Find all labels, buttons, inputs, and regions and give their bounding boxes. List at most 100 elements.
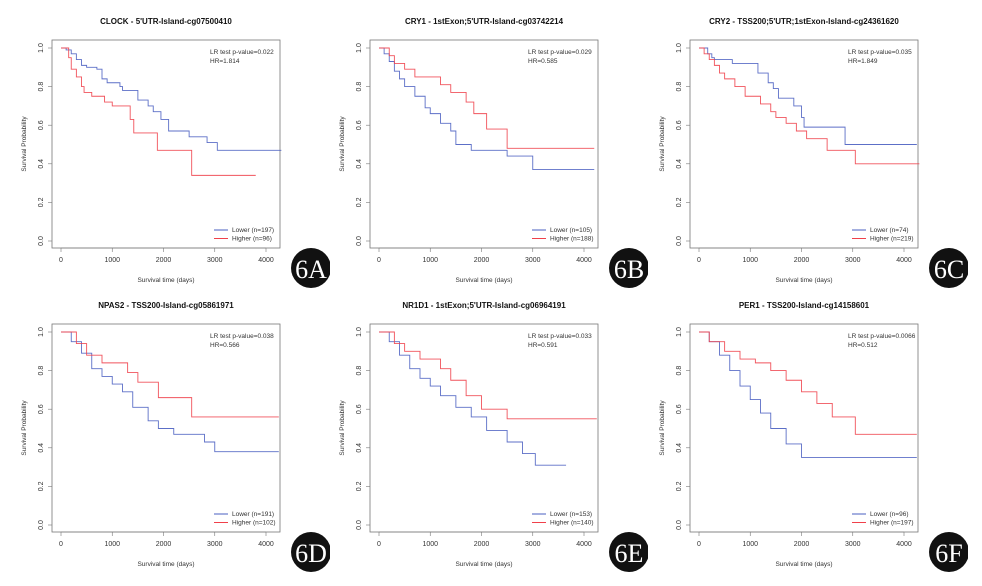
survival-curve-higher: [699, 47, 920, 165]
hazard-ratio: HR=0.585: [528, 58, 558, 65]
plot-frame: [369, 39, 599, 249]
x-tick-label: 4000: [896, 541, 912, 548]
panel-label: 6C: [934, 255, 964, 284]
lr-test-pvalue: LR test p-value=0.022: [210, 49, 274, 56]
x-tick-label: 4000: [576, 541, 592, 548]
y-tick-label: 0.6: [676, 120, 683, 130]
x-tick-label: 0: [59, 541, 63, 548]
lr-test-pvalue: LR test p-value=0.0066: [848, 333, 916, 340]
hazard-ratio: HR=0.512: [848, 342, 878, 349]
y-tick-label: 0.4: [356, 159, 363, 169]
y-tick-label: 0.2: [356, 197, 363, 207]
x-tick-label: 0: [697, 257, 701, 264]
survival-curve-higher: [699, 331, 917, 435]
panel-label: 6F: [935, 539, 962, 568]
y-tick-label: 0.0: [356, 520, 363, 530]
km-chart: CRY1 - 1stExon;5'UTR-Island-cg03742214 0 1…: [339, 17, 649, 288]
x-tick-label: 3000: [525, 541, 541, 548]
survival-curve-lower: [699, 331, 917, 458]
y-tick-label: 0.4: [356, 443, 363, 453]
chart-title: CRY2 - TSS200;5'UTR;1stExon-Island-cg243…: [709, 17, 899, 26]
y-tick-label: 0.8: [38, 82, 45, 92]
x-axis-label: Survival time (days): [137, 561, 194, 568]
legend-label: Lower (n=105): [550, 227, 592, 234]
y-tick-label: 0.6: [356, 404, 363, 414]
legend-label: Higher (n=96): [232, 236, 272, 243]
km-panel-6E: NR1D1 - 1stExon;5'UTR-Island-cg06964191 0…: [318, 284, 649, 574]
y-axis-label: Survival Probability: [21, 400, 28, 456]
km-chart: NR1D1 - 1stExon;5'UTR-Island-cg06964191 0…: [339, 301, 649, 572]
x-tick-label: 2000: [474, 257, 490, 264]
x-tick-label: 0: [697, 541, 701, 548]
lr-test-pvalue: LR test p-value=0.038: [210, 333, 274, 340]
y-axis-label: Survival Probability: [21, 116, 28, 172]
panel-badge: [929, 532, 969, 572]
y-tick-label: 0.2: [676, 197, 683, 207]
y-axis-label: Survival Probability: [659, 116, 666, 172]
x-axis-label: Survival time (days): [775, 277, 832, 284]
hazard-ratio: HR=1.849: [848, 58, 878, 65]
x-tick-label: 3000: [845, 257, 861, 264]
x-tick-label: 0: [377, 257, 381, 264]
x-axis-label: Survival time (days): [455, 561, 512, 568]
panel-badge: [609, 532, 649, 572]
x-tick-label: 2000: [156, 541, 172, 548]
legend-label: Higher (n=102): [232, 520, 276, 527]
chart-title: CLOCK - 5'UTR-Island-cg07500410: [100, 17, 232, 26]
survival-curve-higher: [379, 331, 597, 420]
lr-test-pvalue: LR test p-value=0.033: [528, 333, 592, 340]
legend-label: Lower (n=96): [870, 511, 908, 518]
survival-curve-lower: [61, 47, 282, 151]
y-tick-label: 0.6: [676, 404, 683, 414]
y-tick-label: 1.0: [38, 43, 45, 53]
chart-title: PER1 - TSS200-Island-cg14158601: [739, 301, 870, 310]
km-chart: CLOCK - 5'UTR-Island-cg07500410 0 1000 2000…: [21, 17, 331, 288]
legend-label: Lower (n=153): [550, 511, 592, 518]
x-tick-label: 0: [377, 541, 381, 548]
y-tick-label: 0.0: [676, 236, 683, 246]
x-tick-label: 1000: [742, 541, 758, 548]
legend-label: Lower (n=74): [870, 227, 908, 234]
x-tick-label: 3000: [845, 541, 861, 548]
survival-curve-lower: [61, 331, 279, 453]
plot-frame: [51, 39, 281, 249]
y-tick-label: 0.6: [38, 120, 45, 130]
km-chart: NPAS2 - TSS200-Island-cg05861971 0 1000 200…: [21, 301, 331, 572]
hazard-ratio: HR=0.566: [210, 342, 240, 349]
x-tick-label: 0: [59, 257, 63, 264]
x-tick-label: 2000: [794, 257, 810, 264]
panel-label: 6A: [295, 255, 327, 284]
y-tick-label: 0.4: [676, 443, 683, 453]
x-tick-label: 3000: [207, 541, 223, 548]
y-tick-label: 0.8: [38, 366, 45, 376]
survival-curve-lower: [379, 331, 567, 466]
km-chart: CRY2 - TSS200;5'UTR;1stExon-Island-cg243…: [659, 17, 969, 288]
y-tick-label: 0.0: [38, 520, 45, 530]
x-tick-label: 2000: [794, 541, 810, 548]
y-tick-label: 0.4: [676, 159, 683, 169]
km-panel-6A: CLOCK - 5'UTR-Island-cg07500410 0 1000 2000…: [0, 0, 331, 290]
x-tick-label: 4000: [896, 257, 912, 264]
legend-label: Higher (n=219): [870, 236, 914, 243]
hazard-ratio: HR=0.591: [528, 342, 558, 349]
x-tick-label: 1000: [104, 257, 120, 264]
survival-curve-lower: [699, 47, 917, 145]
y-tick-label: 0.8: [356, 366, 363, 376]
x-tick-label: 1000: [742, 257, 758, 264]
y-tick-label: 0.2: [38, 197, 45, 207]
y-tick-label: 1.0: [676, 43, 683, 53]
legend-label: Lower (n=191): [232, 511, 274, 518]
y-axis-label: Survival Probability: [339, 400, 346, 456]
x-tick-label: 1000: [422, 257, 438, 264]
x-tick-label: 1000: [422, 541, 438, 548]
y-tick-label: 0.6: [356, 120, 363, 130]
x-tick-label: 4000: [576, 257, 592, 264]
y-axis-label: Survival Probability: [339, 116, 346, 172]
y-tick-label: 0.8: [676, 366, 683, 376]
km-panel-6B: CRY1 - 1stExon;5'UTR-Island-cg03742214 0 1…: [318, 0, 649, 290]
y-tick-label: 0.2: [676, 481, 683, 491]
y-tick-label: 0.0: [38, 236, 45, 246]
y-tick-label: 0.4: [38, 443, 45, 453]
x-tick-label: 4000: [258, 257, 274, 264]
panel-badge: [929, 248, 969, 288]
